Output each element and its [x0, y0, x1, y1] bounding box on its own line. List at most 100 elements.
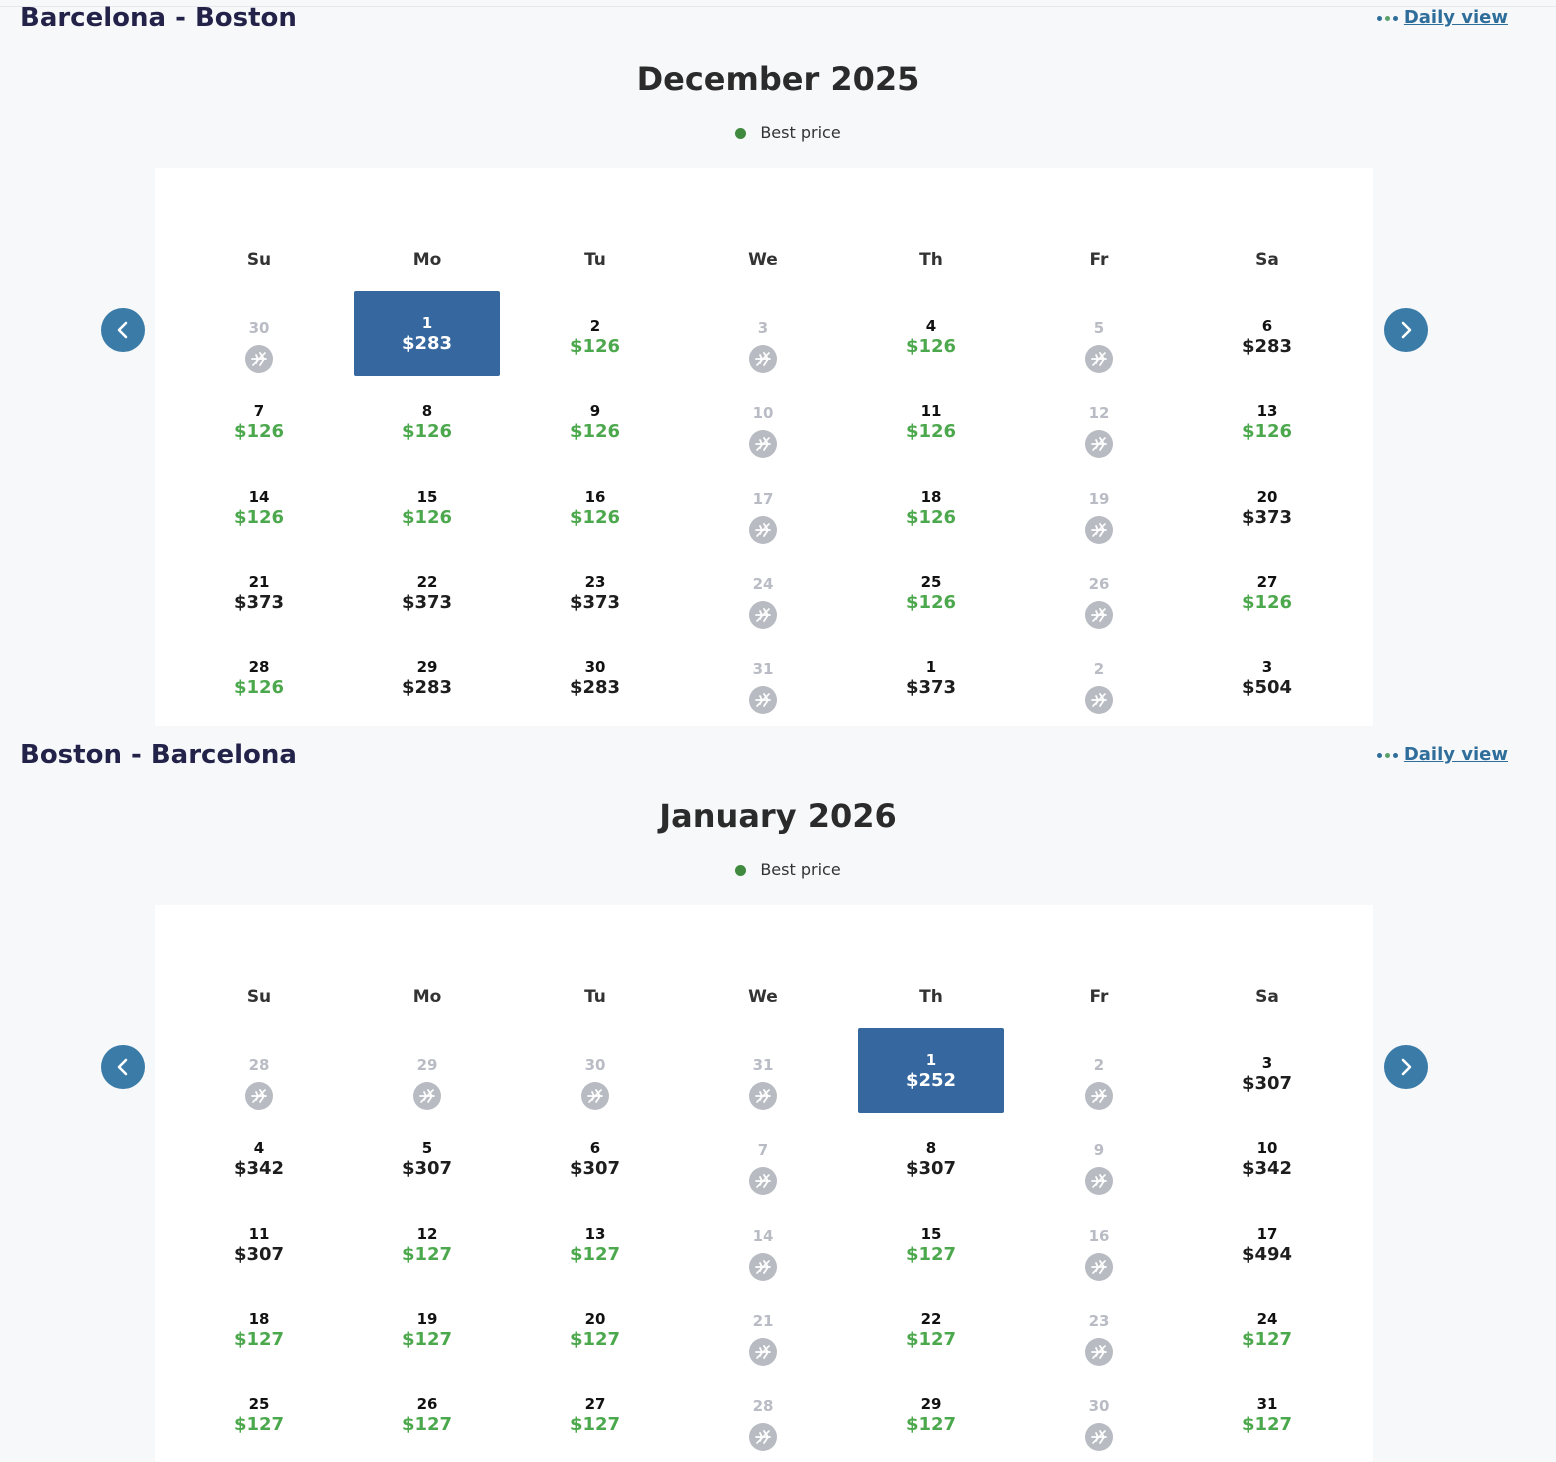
day-number: 1 — [925, 1051, 937, 1069]
calendar-day-unavailable: 23 — [1026, 1284, 1172, 1369]
day-number: 20 — [1256, 487, 1278, 506]
chevron-left-icon — [117, 321, 128, 339]
calendar-day[interactable]: 17 $494 — [1194, 1199, 1340, 1284]
calendar-day-unavailable: 7 — [690, 1113, 836, 1198]
calendar-day[interactable]: 29 $127 — [858, 1369, 1004, 1454]
calendar-day[interactable]: 23 $373 — [522, 547, 668, 632]
calendar-day[interactable]: 26 $127 — [354, 1369, 500, 1454]
prev-month-button[interactable] — [101, 1045, 145, 1089]
calendar-day[interactable]: 19 $127 — [354, 1284, 500, 1369]
calendar-day[interactable]: 2 $126 — [522, 291, 668, 376]
calendar-day[interactable]: 27 $127 — [522, 1369, 668, 1454]
next-month-button[interactable] — [1384, 1045, 1428, 1089]
day-number: 28 — [248, 1056, 270, 1074]
calendar-day[interactable]: 5 $307 — [354, 1113, 500, 1198]
calendar-day[interactable]: 4 $342 — [186, 1113, 332, 1198]
day-price: $126 — [905, 421, 957, 443]
prev-month-button[interactable] — [101, 308, 145, 352]
next-month-button[interactable] — [1384, 308, 1428, 352]
calendar-day[interactable]: 12 $127 — [354, 1199, 500, 1284]
calendar-day[interactable]: 10 $342 — [1194, 1113, 1340, 1198]
calendar-day[interactable]: 6 $283 — [1194, 291, 1340, 376]
day-number: 20 — [584, 1309, 606, 1328]
calendar-day[interactable]: 18 $127 — [186, 1284, 332, 1369]
calendar-day-selected[interactable]: 1 $252 — [858, 1028, 1004, 1113]
calendar-day[interactable]: 25 $126 — [858, 547, 1004, 632]
day-number: 26 — [1088, 574, 1110, 593]
no-flight-plane-icon — [749, 430, 777, 459]
day-price: $127 — [401, 1328, 453, 1350]
calendar-day-selected[interactable]: 1 $283 — [354, 291, 500, 376]
calendar-day-unavailable: 5 — [1026, 291, 1172, 376]
day-price: $126 — [401, 506, 453, 528]
calendar-day[interactable]: 13 $126 — [1194, 376, 1340, 461]
calendar-day[interactable]: 11 $126 — [858, 376, 1004, 461]
day-number: 28 — [752, 1397, 774, 1416]
calendar-day[interactable]: 8 $307 — [858, 1113, 1004, 1198]
calendar-day[interactable]: 18 $126 — [858, 462, 1004, 547]
top-divider — [0, 6, 1556, 7]
calendar-day[interactable]: 24 $127 — [1194, 1284, 1340, 1369]
calendar-day[interactable]: 30 $283 — [522, 632, 668, 717]
calendar-day[interactable]: 21 $373 — [186, 547, 332, 632]
day-number: 31 — [752, 660, 774, 679]
day-number: 8 — [421, 402, 433, 421]
calendar-day-unavailable: 24 — [690, 547, 836, 632]
no-flight-plane-icon — [1085, 345, 1113, 373]
day-number: 25 — [248, 1395, 270, 1414]
calendar-day[interactable]: 9 $126 — [522, 376, 668, 461]
calendar-day[interactable]: 15 $127 — [858, 1199, 1004, 1284]
calendar-day-unavailable: 30 — [1026, 1369, 1172, 1454]
calendar-day[interactable]: 11 $307 — [186, 1199, 332, 1284]
day-price: $127 — [569, 1328, 621, 1350]
day-number: 14 — [752, 1226, 774, 1245]
daily-view-link[interactable]: Daily view — [1376, 4, 1508, 32]
calendar-day[interactable]: 14 $126 — [186, 462, 332, 547]
calendar-day[interactable]: 22 $127 — [858, 1284, 1004, 1369]
calendar-day[interactable]: 22 $373 — [354, 547, 500, 632]
day-number: 19 — [416, 1309, 438, 1328]
calendar-day-unavailable: 31 — [690, 632, 836, 717]
calendar-day[interactable]: 20 $127 — [522, 1284, 668, 1369]
calendar-day[interactable]: 4 $126 — [858, 291, 1004, 376]
day-number: 14 — [248, 487, 270, 506]
calendar-day[interactable]: 3 $307 — [1194, 1028, 1340, 1113]
legend-label: Best price — [760, 123, 841, 142]
day-number: 10 — [1256, 1139, 1278, 1158]
best-price-dot-icon — [735, 864, 747, 876]
calendar-day[interactable]: 7 $126 — [186, 376, 332, 461]
calendar-day[interactable]: 1 $373 — [858, 632, 1004, 717]
day-price: $126 — [1241, 421, 1293, 443]
day-number: 6 — [589, 1139, 601, 1158]
calendar-day-unavailable: 10 — [690, 376, 836, 461]
calendar-day[interactable]: 31 $127 — [1194, 1369, 1340, 1454]
daily-view-link[interactable]: Daily view — [1376, 741, 1508, 769]
calendar-day[interactable]: 25 $127 — [186, 1369, 332, 1454]
day-number: 1 — [421, 314, 433, 332]
no-flight-plane-icon — [749, 345, 777, 373]
calendar-day[interactable]: 28 $126 — [186, 632, 332, 717]
day-price: $342 — [1241, 1158, 1293, 1180]
day-number: 17 — [1256, 1224, 1278, 1243]
calendar-day[interactable]: 13 $127 — [522, 1199, 668, 1284]
calendar-day[interactable]: 3 $504 — [1194, 632, 1340, 717]
day-price: $373 — [569, 591, 621, 613]
calendar-day[interactable]: 29 $283 — [354, 632, 500, 717]
calendar-day[interactable]: 15 $126 — [354, 462, 500, 547]
day-number: 21 — [248, 572, 270, 591]
no-flight-plane-icon — [749, 600, 777, 629]
month-title: January 2026 — [659, 797, 897, 835]
day-number: 4 — [925, 317, 937, 335]
day-price: $126 — [1241, 591, 1293, 613]
calendar-day[interactable]: 6 $307 — [522, 1113, 668, 1198]
day-number: 3 — [1261, 1054, 1273, 1072]
calendar-day-unavailable: 29 — [354, 1028, 500, 1113]
day-number: 23 — [1088, 1311, 1110, 1330]
calendar-day[interactable]: 16 $126 — [522, 462, 668, 547]
calendar-day[interactable]: 8 $126 — [354, 376, 500, 461]
calendar-day[interactable]: 20 $373 — [1194, 462, 1340, 547]
day-price: $127 — [905, 1414, 957, 1436]
calendar-day[interactable]: 27 $126 — [1194, 547, 1340, 632]
no-flight-plane-icon — [749, 686, 777, 715]
route-title: Barcelona - Boston — [20, 3, 297, 33]
